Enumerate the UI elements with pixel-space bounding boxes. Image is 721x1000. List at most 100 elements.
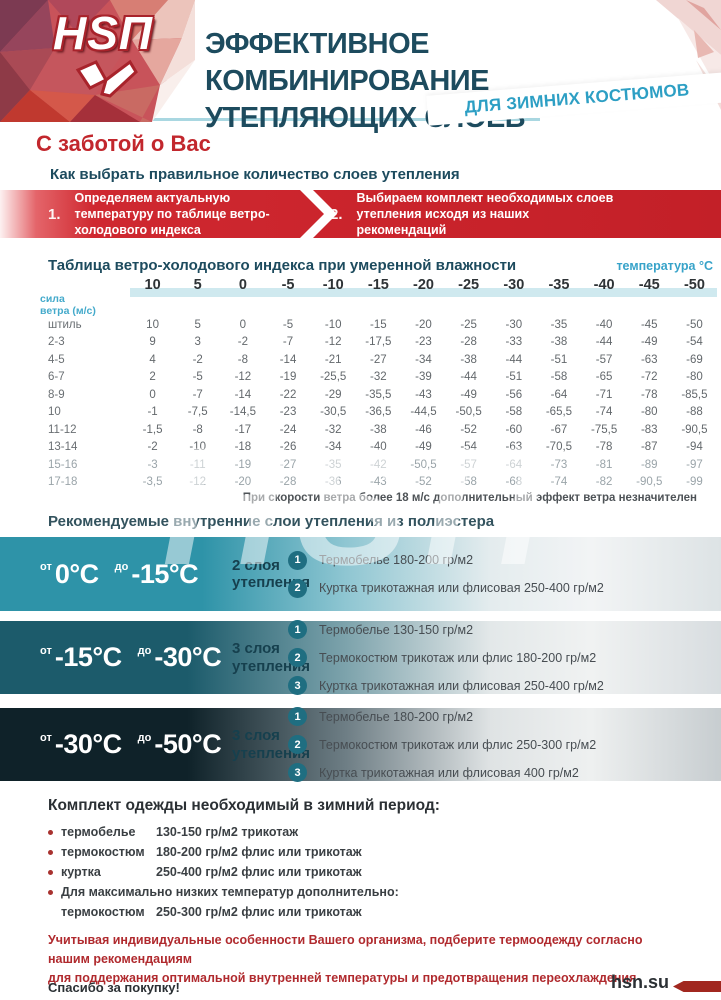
advice-text: Учитывая индивидуальные особенности Ваше… — [48, 931, 678, 987]
table-cell: -72 — [640, 371, 658, 384]
table-cell: -78 — [640, 388, 658, 401]
table-cell: -78 — [595, 441, 613, 454]
step-1: 1. Определяем актуальную температуру по … — [48, 190, 288, 238]
table-cell: -56 — [505, 388, 523, 401]
table-cell: -36,5 — [365, 406, 392, 419]
table-row: 13-14 -2 -10 -18 -26 -34 -40 -49 -54 -63 -70,5 -78 -… — [40, 439, 717, 457]
table-cell: -54 — [460, 441, 477, 454]
table-cell: -12 — [324, 336, 342, 349]
table-cell: -52 — [415, 476, 432, 489]
table-cell: -3 — [147, 458, 158, 471]
table-cell: -89 — [640, 458, 658, 471]
table-cell: -42 — [370, 458, 387, 471]
table-cell: -3,5 — [142, 476, 163, 489]
temperature-band-2: от -15°C до -30°C 3 слоя утепления 1 Термобелье… — [0, 620, 721, 695]
temperature-band-1: от 0°C до -15°C 2 слоя утепления 1 Термобелье 1… — [0, 537, 721, 611]
table-cell: -38 — [370, 423, 387, 436]
table-cell: -14 — [234, 388, 252, 401]
kit-item-label: термокостюм — [61, 845, 145, 859]
table-cell: -19 — [279, 371, 297, 384]
howto-heading: Как выбрать правильное количество слоев … — [50, 166, 460, 183]
range-value: -15°C — [54, 642, 122, 672]
table-cell: -54 — [686, 336, 703, 349]
kit-item-label: куртка — [61, 865, 101, 879]
table-cell: -35 — [324, 458, 342, 471]
page-title-line1: ЭФФЕКТИВНОЕ КОМБИНИРОВАНИЕ — [205, 28, 489, 98]
table-cell: -1 — [147, 406, 158, 419]
wind-speed-axis-label: сила ветра (м/с) — [40, 293, 96, 318]
row-label: 13-14 — [48, 441, 78, 454]
table-cell: -35,5 — [365, 388, 392, 401]
table-cell: -75,5 — [591, 423, 618, 436]
row-label: 8-9 — [48, 388, 65, 401]
band-items: 1 Термобелье 180-200 гр/м2 2 Термокостюм тр… — [288, 707, 596, 782]
table-cell: -30 — [505, 318, 523, 331]
bullet-icon — [48, 869, 53, 875]
kit-extra-item-label: термокостюм — [61, 905, 145, 919]
table-cell: -57 — [460, 458, 477, 471]
table-cell: -64 — [505, 458, 523, 471]
table-cell: -67 — [550, 423, 568, 436]
range-preposition: от — [40, 644, 52, 657]
hsn-logo: HSП — [28, 10, 178, 114]
layer-number-badge: 2 — [288, 648, 307, 667]
kit-extra-item-value: 250-300 гр/м2 флис или трикотаж — [156, 905, 362, 919]
table-cell: -85,5 — [681, 388, 708, 401]
table-cell: -83 — [640, 423, 658, 436]
table-cell: 9 — [149, 336, 156, 349]
kit-extra-item: термокостюм 250-300 гр/м2 флис или трико… — [61, 905, 362, 919]
layer-number-badge: 1 — [288, 620, 307, 639]
kit-list: термобелье 130-150 гр/м2 трикотаж термокос… — [48, 822, 648, 882]
table-cell: -90,5 — [636, 476, 663, 489]
table-cell: -24 — [279, 423, 297, 436]
table-cell: -81 — [595, 458, 613, 471]
table-cell: -57 — [595, 353, 613, 366]
range-value: -50°C — [154, 729, 222, 759]
wind-table-title: Таблица ветро-холодового индекса при уме… — [48, 257, 517, 274]
layer-item: 1 Термобелье 180-200 гр/м2 — [288, 550, 604, 570]
layer-item-text: Термокостюм трикотаж или флис 180-200 гр… — [319, 650, 597, 665]
table-cell: -44 — [460, 371, 477, 384]
range-preposition: от — [40, 561, 52, 573]
bullet-icon — [48, 889, 53, 895]
step-2: 2. Выбираем комплект необходимых слоев у… — [330, 190, 620, 238]
table-cell: -51 — [550, 353, 568, 366]
table-cell: -32 — [370, 371, 387, 384]
site-link[interactable]: hsn.su — [610, 972, 669, 992]
column-header: -10 — [322, 277, 344, 293]
band-items: 1 Термобелье 130-150 гр/м2 2 Термокостюм тр… — [288, 620, 604, 695]
table-cell: -49 — [460, 388, 477, 401]
table-cell: -1,5 — [142, 423, 163, 436]
table-row: 8-9 0 -7 -14 -22 -29 -35,5 -43 -49 -56 -64 -71 -78 -8… — [40, 386, 717, 404]
table-cell: -2 — [192, 353, 203, 366]
table-cell: -50 — [686, 318, 703, 331]
table-cell: -49 — [415, 441, 432, 454]
bullet-icon — [48, 829, 53, 835]
table-cell: -12 — [189, 476, 207, 489]
table-cell: -45 — [640, 318, 658, 331]
table-cell: -17,5 — [365, 336, 392, 349]
table-cell: -49 — [640, 336, 658, 349]
table-cell: -14,5 — [229, 406, 256, 419]
band-temperature-range: от 0°C до -15°C — [40, 537, 199, 611]
kit-item: куртка 250-400 гр/м2 флис или трикотаж — [48, 862, 648, 882]
table-cell: -7 — [192, 388, 203, 401]
table-cell: -14 — [279, 353, 297, 366]
table-cell: -82 — [595, 476, 613, 489]
table-cell: -34 — [415, 353, 432, 366]
column-header: -45 — [638, 277, 660, 293]
layer-number-badge: 2 — [288, 735, 307, 754]
kit-extra-heading: Для максимально низких температур дополн… — [48, 885, 399, 899]
layer-item: 3 Куртка трикотажная или флисовая 400 гр/… — [288, 763, 596, 782]
table-row: 11-12 -1,5 -8 -17 -24 -32 -38 -46 -52 -60 -67 -75,5… — [40, 421, 717, 439]
column-header: -5 — [281, 277, 295, 293]
table-cell: -23 — [415, 336, 432, 349]
bullet-icon — [48, 849, 53, 855]
band-layers-count: 2 слоя утепления — [232, 556, 310, 591]
layer-item: 1 Термобелье 180-200 гр/м2 — [288, 707, 596, 726]
table-cell: 10 — [146, 318, 159, 331]
kit-item-value: 130-150 гр/м2 трикотаж — [156, 825, 299, 839]
table-cell: -27 — [279, 458, 297, 471]
table-cell: -44,5 — [410, 406, 437, 419]
row-label: 11-12 — [48, 423, 77, 436]
